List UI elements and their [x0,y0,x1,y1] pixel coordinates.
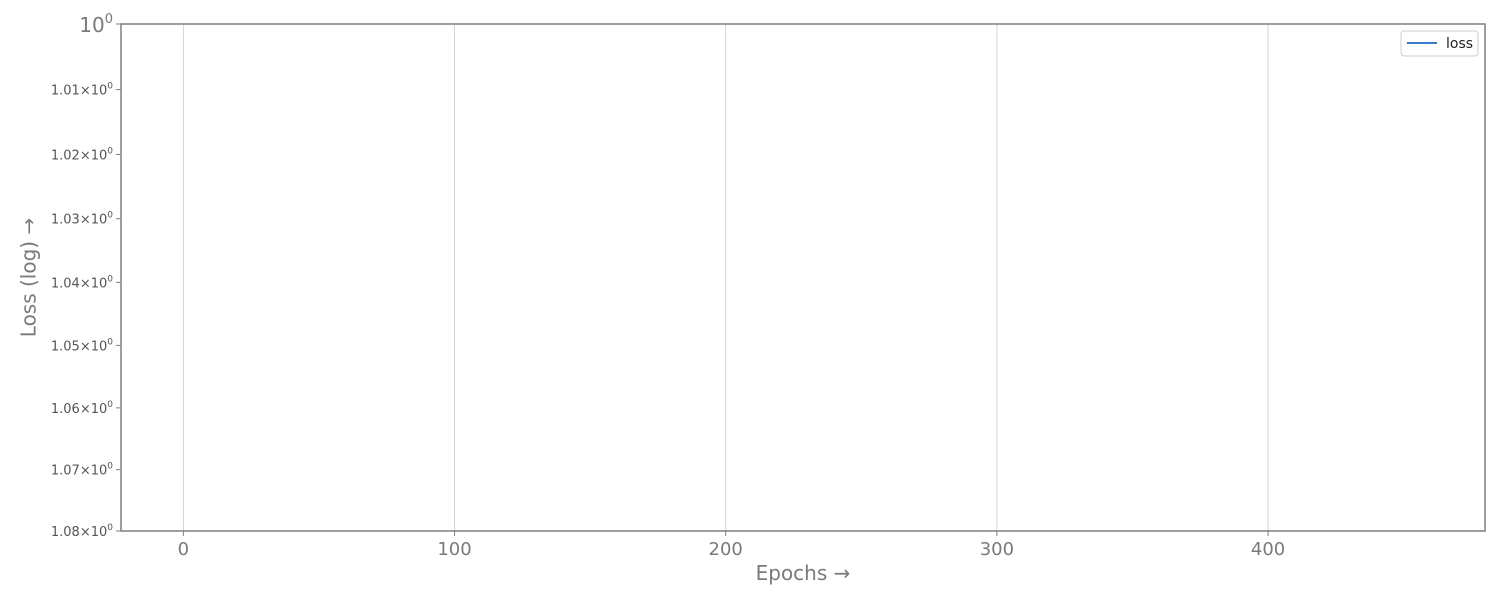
plot-frame [120,23,1486,532]
y-tick-label: 100 [79,12,113,37]
x-tick-label: 0 [178,539,189,560]
y-tick-label: 1.08×100 [51,523,113,540]
y-tick-label: 1.01×100 [51,82,113,99]
x-tick-label: 200 [709,539,743,560]
y-tick-label: 1.02×100 [51,146,113,163]
legend-label: loss [1446,36,1473,52]
y-tick-label: 1.04×100 [51,274,113,291]
legend: loss [1400,30,1479,57]
legend-box [1400,30,1479,57]
x-axis: 0 100 200 300 400 [178,531,1285,560]
y-axis-label: Loss (log) → [17,218,41,337]
grid-layer [182,24,1269,531]
y-tick-label: 1.07×100 [51,462,113,479]
y-tick-label: 1.03×100 [51,211,113,228]
y-axis: 100 1.01×100 1.02×100 1.03×100 1.04×100 1.05×… [51,12,121,540]
x-tick-label: 300 [980,539,1014,560]
x-axis-label: Epochs → [756,561,851,585]
y-tick-label: 1.06×100 [51,400,113,417]
x-tick-label: 400 [1251,539,1285,560]
x-tick-label: 100 [437,539,471,560]
y-tick-label: 1.05×100 [51,337,113,354]
